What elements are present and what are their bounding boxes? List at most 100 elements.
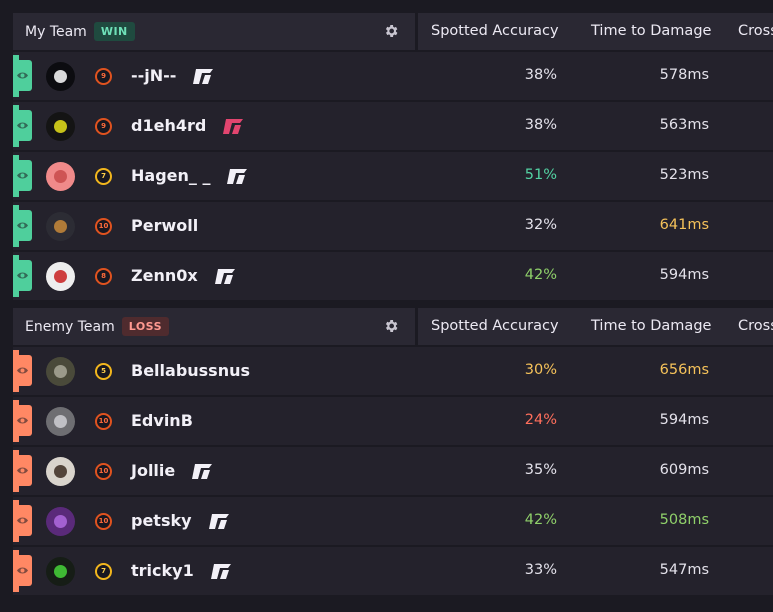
enemy-team-section: Enemy Team LOSS Spotted Accuracy Time to… [13, 308, 773, 595]
player-row[interactable]: 10 Perwoll 32% 641ms [13, 202, 773, 250]
enemy-team-rows: 5 Bellabussnus 30% 656ms 10 EdvinB 24% 594ms 10 J… [13, 347, 773, 595]
rank-badge-icon: 10 [95, 463, 112, 480]
player-name[interactable]: d1eh4rd [131, 116, 207, 135]
eye-icon [17, 517, 28, 524]
visibility-toggle[interactable] [13, 160, 32, 191]
rank-badge-icon: 9 [95, 68, 112, 85]
avatar[interactable] [46, 62, 75, 91]
spotted-accuracy-value: 38% [524, 117, 557, 133]
enemy-team-title-cell: Enemy Team LOSS [13, 308, 415, 345]
player-row[interactable]: 10 petsky 42% 508ms [13, 497, 773, 545]
spotted-accuracy-value: 30% [524, 362, 557, 378]
player-row[interactable]: 8 Zenn0x 42% 594ms [13, 252, 773, 300]
column-header-cross[interactable]: Cross [738, 318, 773, 334]
time-to-damage-value: 508ms [659, 512, 709, 528]
avatar[interactable] [46, 112, 75, 141]
player-name[interactable]: --jN-- [131, 66, 177, 85]
visibility-toggle[interactable] [13, 355, 32, 386]
rank-badge-icon: 10 [95, 513, 112, 530]
eye-icon [17, 367, 28, 374]
time-to-damage-value: 594ms [659, 412, 709, 428]
visibility-toggle[interactable] [13, 60, 32, 91]
faceit-logo-icon [208, 514, 229, 529]
eye-icon [17, 172, 28, 179]
loss-badge: LOSS [121, 317, 170, 336]
player-row[interactable]: 10 EdvinB 24% 594ms [13, 397, 773, 445]
spotted-accuracy-value: 33% [524, 562, 557, 578]
player-row[interactable]: 9 d1eh4rd 38% 563ms [13, 102, 773, 150]
eye-icon [17, 222, 28, 229]
player-name[interactable]: tricky1 [131, 561, 194, 580]
player-name[interactable]: petsky [131, 511, 192, 530]
rank-badge-icon: 8 [95, 268, 112, 285]
time-to-damage-value: 641ms [659, 217, 709, 233]
visibility-toggle[interactable] [13, 555, 32, 586]
player-row[interactable]: 5 Bellabussnus 30% 656ms [13, 347, 773, 395]
column-header-time-to-damage[interactable]: Time to Damage [591, 23, 712, 39]
spotted-accuracy-value: 42% [524, 267, 557, 283]
time-to-damage-value: 609ms [659, 462, 709, 478]
avatar[interactable] [46, 507, 75, 536]
rank-badge-icon: 7 [95, 168, 112, 185]
spotted-accuracy-value: 35% [524, 462, 557, 478]
player-name[interactable]: Hagen_ _ [131, 166, 211, 185]
player-row[interactable]: 7 Hagen_ _ 51% 523ms [13, 152, 773, 200]
avatar[interactable] [46, 262, 75, 291]
my-team-title-cell: My Team WIN [13, 13, 415, 50]
faceit-logo-icon [210, 564, 231, 579]
player-name[interactable]: Zenn0x [131, 266, 198, 285]
column-header-spotted-accuracy[interactable]: Spotted Accuracy [431, 318, 559, 334]
eye-icon [17, 122, 28, 129]
visibility-toggle[interactable] [13, 260, 32, 291]
column-header-time-to-damage[interactable]: Time to Damage [591, 318, 712, 334]
player-row[interactable]: 10 Jollie 35% 609ms [13, 447, 773, 495]
rank-badge-icon: 5 [95, 363, 112, 380]
stats-column-headers: Spotted Accuracy Time to Damage Cross [418, 308, 773, 345]
player-name[interactable]: Jollie [131, 461, 176, 480]
player-name[interactable]: EdvinB [131, 411, 193, 430]
win-badge: WIN [93, 22, 135, 41]
my-team-section: My Team WIN Spotted Accuracy Time to Dam… [13, 13, 773, 300]
rank-badge-icon: 10 [95, 413, 112, 430]
eye-icon [17, 567, 28, 574]
avatar[interactable] [46, 557, 75, 586]
time-to-damage-value: 523ms [659, 167, 709, 183]
rank-badge-icon: 7 [95, 563, 112, 580]
spotted-accuracy-value: 38% [524, 67, 557, 83]
visibility-toggle[interactable] [13, 210, 32, 241]
player-name[interactable]: Bellabussnus [131, 361, 251, 380]
faceit-logo-icon [192, 464, 213, 479]
avatar[interactable] [46, 407, 75, 436]
spotted-accuracy-value: 32% [524, 217, 557, 233]
faceit-logo-icon [223, 119, 244, 134]
player-name[interactable]: Perwoll [131, 216, 199, 235]
faceit-logo-icon [214, 269, 235, 284]
avatar[interactable] [46, 162, 75, 191]
column-header-spotted-accuracy[interactable]: Spotted Accuracy [431, 23, 559, 39]
time-to-damage-value: 563ms [659, 117, 709, 133]
spotted-accuracy-value: 24% [524, 412, 557, 428]
player-row[interactable]: 9 --jN-- 38% 578ms [13, 52, 773, 100]
avatar[interactable] [46, 457, 75, 486]
avatar[interactable] [46, 212, 75, 241]
enemy-team-header: Enemy Team LOSS Spotted Accuracy Time to… [13, 308, 773, 345]
spotted-accuracy-value: 51% [524, 167, 557, 183]
eye-icon [17, 417, 28, 424]
player-row[interactable]: 7 tricky1 33% 547ms [13, 547, 773, 595]
visibility-toggle[interactable] [13, 110, 32, 141]
my-team-header: My Team WIN Spotted Accuracy Time to Dam… [13, 13, 773, 50]
team-title: Enemy Team [25, 318, 115, 335]
gear-icon[interactable] [383, 318, 399, 334]
gear-icon[interactable] [383, 23, 399, 39]
visibility-toggle[interactable] [13, 455, 32, 486]
time-to-damage-value: 594ms [659, 267, 709, 283]
visibility-toggle[interactable] [13, 505, 32, 536]
time-to-damage-value: 578ms [659, 67, 709, 83]
column-header-cross[interactable]: Cross [738, 23, 773, 39]
visibility-toggle[interactable] [13, 405, 32, 436]
avatar[interactable] [46, 357, 75, 386]
faceit-logo-icon [193, 69, 214, 84]
eye-icon [17, 272, 28, 279]
eye-icon [17, 72, 28, 79]
stats-column-headers: Spotted Accuracy Time to Damage Cross [418, 13, 773, 50]
